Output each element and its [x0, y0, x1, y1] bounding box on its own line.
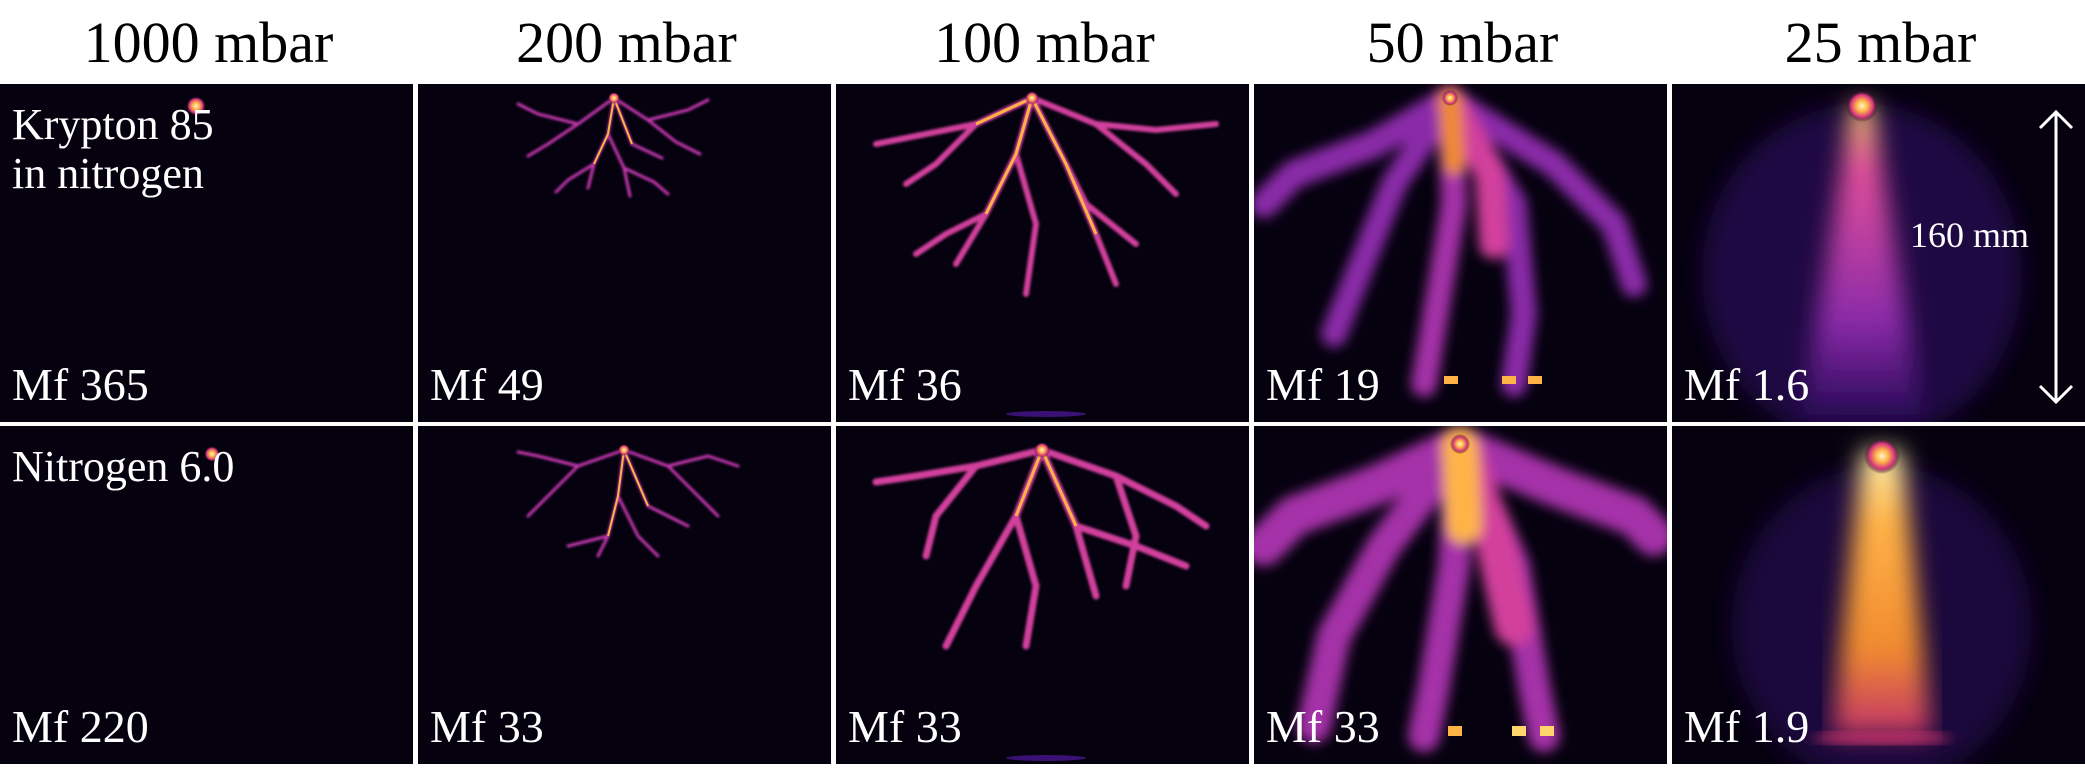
panel-krypton-50-mbar: Mf 19: [1254, 84, 1667, 422]
panel-nitrogen-50-mbar: Mf 33: [1254, 426, 1667, 764]
panel-krypton-200-mbar: Mf 49: [418, 84, 831, 422]
column-header-1000-mbar: 1000 mbar: [83, 10, 334, 75]
column-header-25-mbar: 25 mbar: [1784, 10, 1977, 75]
discharge-image: [873, 91, 1219, 417]
column-header-200-mbar: 200 mbar: [516, 10, 737, 75]
panel-nitrogen-1000-mbar: Nitrogen 6.0 Mf 220: [0, 426, 413, 764]
panel-krypton-1000-mbar: Krypton 85 in nitrogen Mf 365: [0, 84, 413, 422]
gas-label-nitrogen: Nitrogen 6.0: [12, 442, 234, 491]
mf-label: Mf 19: [1266, 359, 1380, 410]
scale-bar: [2038, 109, 2074, 405]
discharge-image: [516, 444, 740, 558]
panel-krypton-25-mbar: 160 mm Mf 1.6: [1672, 84, 2085, 422]
mf-label: Mf 1.9: [1684, 701, 1810, 752]
gas-label-line: in nitrogen: [12, 149, 204, 199]
scale-label: 160 mm: [1910, 215, 2030, 255]
discharge-image: [516, 92, 710, 198]
gas-label-line: Krypton 85: [12, 100, 214, 149]
discharge-image: [872, 442, 1210, 761]
mf-label: Mf 33: [430, 701, 544, 752]
discharge-image-grid: Krypton 85 in nitrogen Mf 365: [0, 80, 2085, 768]
discharge-image: [1254, 85, 1647, 397]
discharge-image: [1254, 426, 1667, 752]
mf-label: Mf 49: [430, 359, 544, 410]
column-header-50-mbar: 50 mbar: [1366, 10, 1559, 75]
discharge-image: [204, 446, 220, 462]
mf-label: Mf 33: [848, 701, 962, 752]
gas-label-krypton: Krypton 85 in nitrogen: [12, 100, 214, 199]
panel-nitrogen-200-mbar: Mf 33: [418, 426, 831, 764]
mf-label: Mf 365: [12, 359, 149, 410]
panel-nitrogen-100-mbar: Mf 33: [836, 426, 1249, 764]
mf-label: Mf 33: [1266, 701, 1380, 752]
gas-label-line: Nitrogen 6.0: [12, 442, 235, 491]
panel-nitrogen-25-mbar: Mf 1.9: [1672, 426, 2085, 764]
mf-label: Mf 36: [848, 359, 962, 410]
discharge-image: [1732, 438, 2032, 764]
column-header-100-mbar: 100 mbar: [934, 10, 1155, 75]
mf-label: Mf 220: [12, 701, 149, 752]
panel-krypton-100-mbar: Mf 36: [836, 84, 1249, 422]
mf-label: Mf 1.6: [1684, 359, 1810, 410]
column-headers: 1000 mbar 200 mbar 100 mbar 50 mbar 25 m…: [0, 0, 2085, 80]
discharge-image: [1702, 90, 2074, 422]
discharge-image: [186, 96, 206, 116]
